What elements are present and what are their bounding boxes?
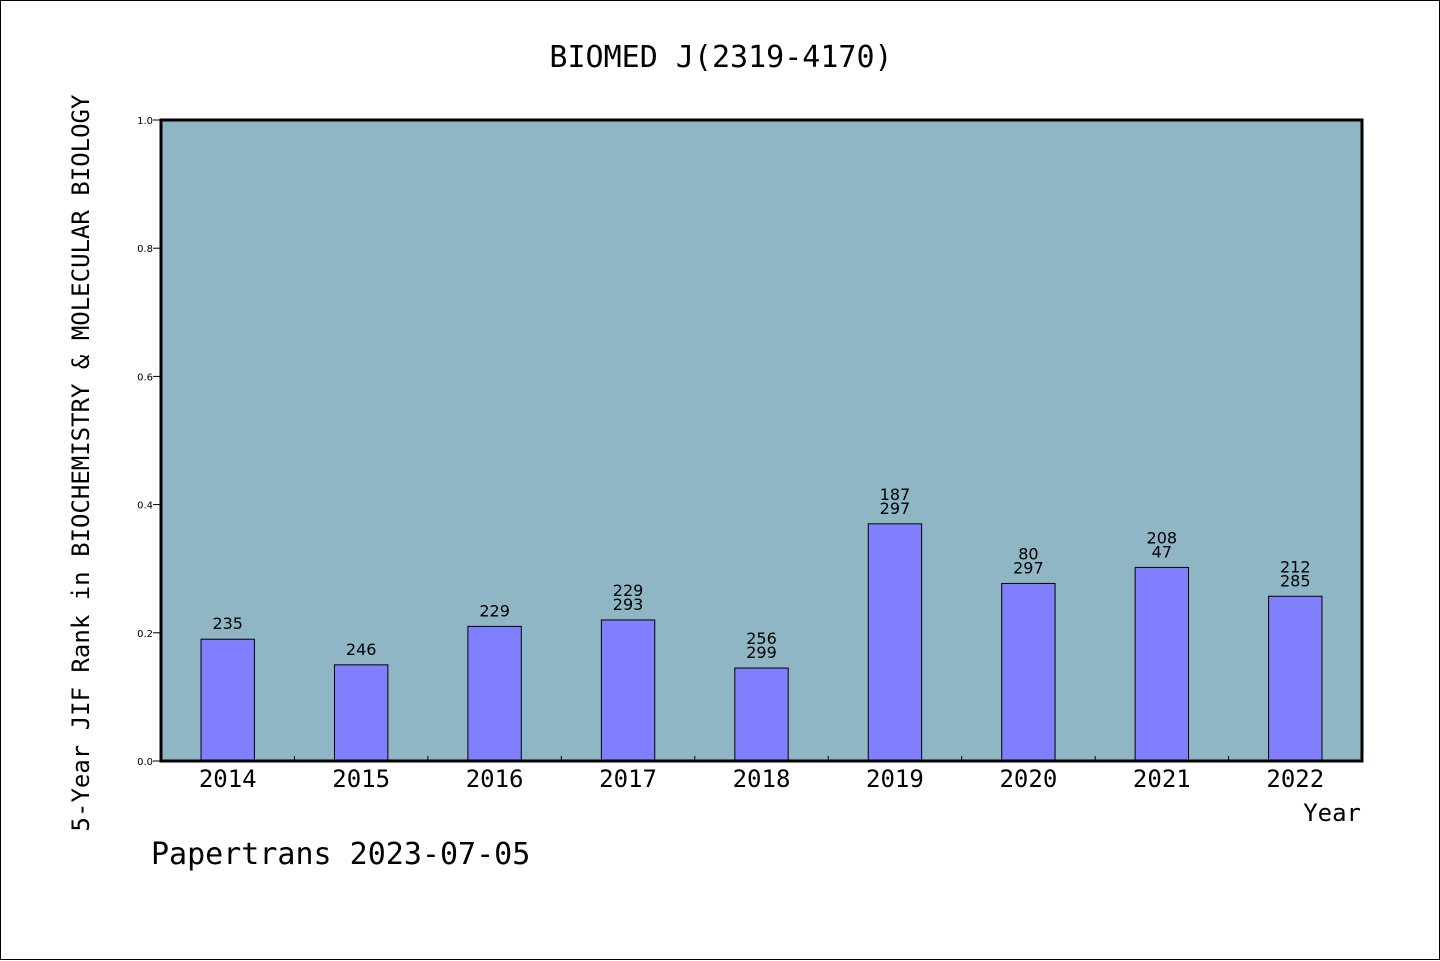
bar-data-label: 297 — [1013, 558, 1044, 577]
x-axis-ticks: 2014 2015 2016 2017 2018 2019 2020 2021 2022 — [199, 756, 1324, 793]
plot-border — [159, 118, 1364, 763]
x-tick-label: 2018 — [733, 765, 791, 793]
x-tick-label: 2016 — [466, 765, 524, 793]
bar — [467, 625, 522, 762]
y-axis-ticks: 0.0 0.2 0.4 0.6 0.8 1.0 — [137, 116, 161, 768]
bar-data-label: 212 — [1280, 557, 1311, 576]
x-tick-label: 2021 — [1133, 765, 1191, 793]
y-tick-label: 0.6 — [137, 372, 153, 383]
bar — [734, 667, 789, 762]
y-tick-label: 0.8 — [137, 244, 153, 255]
x-tick-label: 2020 — [999, 765, 1057, 793]
x-tick-label: 2019 — [866, 765, 924, 793]
x-tick-label: 2014 — [199, 765, 257, 793]
y-tick-label: 0.4 — [137, 501, 153, 512]
bar-data-label: 235 — [212, 614, 243, 633]
x-tick-label: 2017 — [599, 765, 657, 793]
bar-data-label: 187 — [880, 485, 911, 504]
bar-data-label: 47 — [1152, 542, 1172, 561]
bar-data-label: 256 — [746, 629, 777, 648]
bar-data-label: 299 — [746, 643, 777, 662]
bar — [1001, 582, 1056, 762]
bar — [1268, 595, 1323, 762]
footer-text: Papertrans 2023-07-05 — [151, 837, 530, 872]
bar-data-label: 80 — [1018, 544, 1038, 563]
bar — [333, 664, 389, 762]
bar-data-label: 285 — [1280, 571, 1311, 590]
bar-data-label: 229 — [479, 601, 510, 620]
bar-data-label: 229 — [613, 581, 644, 600]
bar — [1134, 566, 1190, 762]
bar-labels: 2352462292292932562991872978029720847212… — [212, 485, 1310, 662]
bar — [867, 523, 923, 762]
y-axis-label: 5-Year JIF Rank in BIOCHEMISTRY & MOLECU… — [67, 94, 95, 831]
chart-title: BIOMED J(2319-4170) — [549, 40, 892, 75]
y-tick-label: 0.0 — [137, 757, 153, 768]
x-tick-label: 2022 — [1266, 765, 1324, 793]
bar-data-label: 293 — [613, 595, 644, 614]
x-tick-label: 2015 — [332, 765, 390, 793]
bar — [200, 638, 255, 762]
bar-data-label: 297 — [880, 499, 911, 518]
bar-data-label: 246 — [346, 640, 377, 659]
bars — [200, 523, 1323, 762]
y-tick-label: 1.0 — [137, 116, 153, 127]
bar-data-label: 208 — [1147, 528, 1178, 547]
x-axis-label: Year — [1303, 799, 1361, 827]
y-tick-label: 0.2 — [137, 629, 153, 640]
bar — [600, 619, 656, 762]
